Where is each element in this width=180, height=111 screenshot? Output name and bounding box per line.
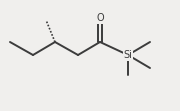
Text: Si: Si	[123, 50, 132, 60]
Text: O: O	[96, 13, 104, 23]
